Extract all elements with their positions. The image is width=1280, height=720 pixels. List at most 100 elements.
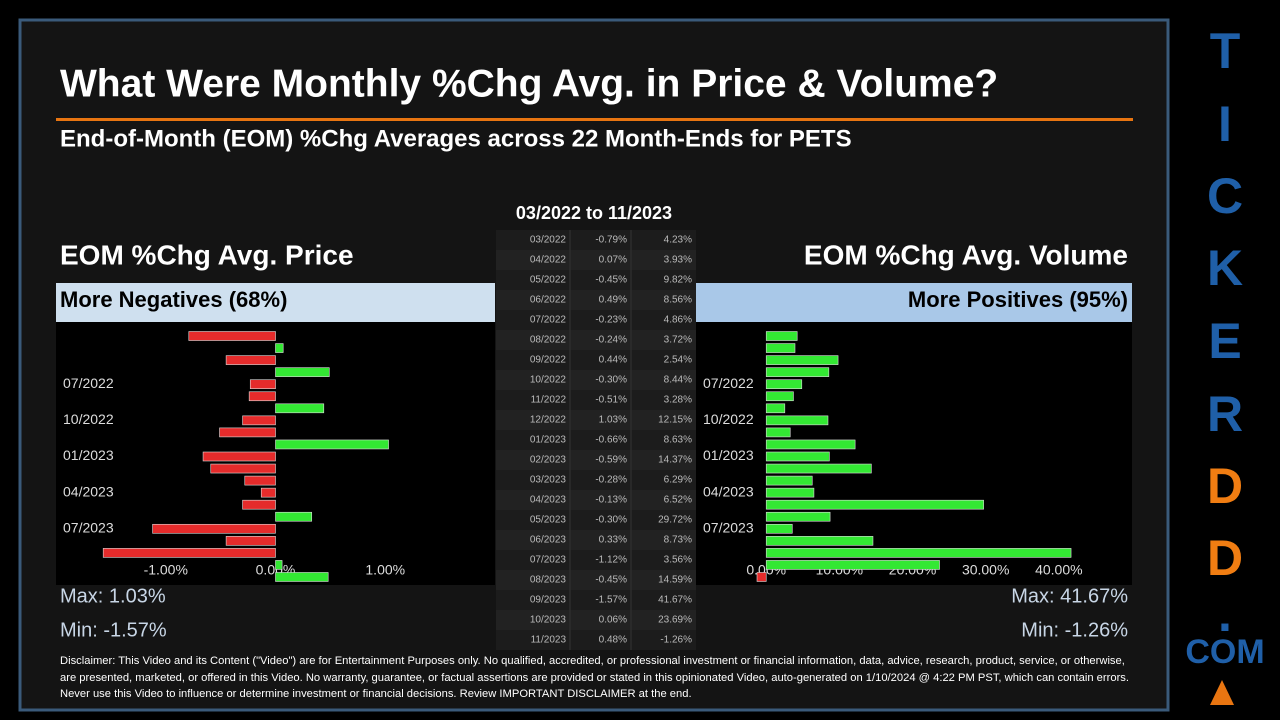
table-row-bg [496, 450, 696, 470]
table-row-bg [496, 490, 696, 510]
table-cell: 05/2023 [530, 515, 567, 526]
table-row-bg [496, 290, 696, 310]
bar [242, 499, 276, 510]
x-tick-label: 1.00% [365, 562, 405, 578]
y-tick-label: 07/2022 [703, 375, 754, 391]
max-label: Max: 41.67% [1011, 585, 1128, 607]
table-row-bg [496, 370, 696, 390]
min-label: Min: -1.57% [60, 619, 167, 641]
bar [765, 391, 794, 402]
max-label: Max: 1.03% [60, 585, 166, 607]
bar [225, 355, 276, 365]
table-cell: 0.44% [599, 355, 627, 366]
table-cell: 4.23% [664, 235, 692, 246]
bar [765, 439, 856, 450]
x-tick-label: -1.00% [144, 562, 188, 578]
y-tick-label: 10/2022 [703, 411, 754, 427]
y-tick-label: 01/2023 [63, 447, 114, 463]
bar [275, 572, 329, 582]
bar [765, 523, 793, 534]
bar [210, 463, 276, 474]
bar [756, 572, 767, 582]
bar [765, 343, 796, 353]
table-row-bg [496, 570, 696, 590]
min-label: Min: -1.26% [1021, 619, 1128, 641]
bar [242, 415, 276, 426]
table-cell: -0.51% [595, 395, 627, 406]
table-cell: 0.07% [599, 255, 627, 266]
bar [275, 439, 389, 450]
table-cell: 04/2022 [530, 255, 567, 266]
table-cell: 10/2023 [530, 615, 567, 626]
table-cell: 41.67% [658, 595, 692, 606]
table-cell: -0.45% [595, 575, 627, 586]
bar [765, 463, 872, 474]
table-cell: 3.28% [664, 395, 692, 406]
bar [765, 331, 798, 341]
table-cell: -0.13% [595, 495, 627, 506]
disclaimer: Disclaimer: This Video and its Content (… [60, 655, 1129, 700]
bar [765, 560, 940, 570]
brand-letter: T [1210, 23, 1241, 79]
table-cell: -0.79% [595, 235, 627, 246]
bar [765, 536, 874, 546]
table-row-bg [496, 530, 696, 550]
table-cell: 6.52% [664, 495, 692, 506]
table-cell: -0.30% [595, 515, 627, 526]
bar [188, 331, 276, 341]
bar [765, 499, 984, 510]
table-cell: 14.59% [658, 575, 692, 586]
brand-letter: I [1218, 96, 1232, 152]
table-cell: 06/2022 [530, 295, 567, 306]
brand-letter: K [1207, 240, 1243, 296]
bar [152, 523, 276, 534]
bar [765, 403, 786, 414]
bar [765, 475, 813, 486]
bar [275, 403, 325, 414]
bar [765, 548, 1072, 558]
table-cell: -1.12% [595, 555, 627, 566]
logo-icon [1210, 680, 1234, 705]
y-tick-label: 07/2023 [703, 519, 754, 535]
table-cell: 0.06% [599, 615, 627, 626]
brand-letter: R [1207, 386, 1243, 442]
brand-letter: E [1208, 313, 1241, 369]
table-cell: 1.03% [599, 415, 627, 426]
y-tick-label: 10/2022 [63, 411, 114, 427]
bar [765, 379, 803, 390]
table-row-bg [496, 250, 696, 270]
bar [765, 427, 791, 438]
table-cell: 07/2023 [530, 555, 567, 566]
bar [275, 511, 313, 522]
table-cell: 8.73% [664, 535, 692, 546]
table-cell: 8.56% [664, 295, 692, 306]
table-cell: -0.66% [595, 435, 627, 446]
brand-letter: D [1207, 458, 1243, 514]
bar [765, 511, 831, 522]
bar [249, 379, 276, 390]
chart-subtitle: More Negatives (68%) [60, 287, 287, 312]
bar [765, 415, 829, 426]
table-cell: 06/2023 [530, 535, 567, 546]
bar [765, 355, 839, 365]
table-cell: 3.72% [664, 335, 692, 346]
brand-letter: COM [1185, 633, 1264, 671]
bar [275, 560, 283, 570]
bar [275, 367, 330, 377]
y-tick-label: 04/2023 [703, 483, 754, 499]
table-cell: 8.63% [664, 435, 692, 446]
bar [765, 487, 815, 498]
chart-title: EOM %Chg Avg. Volume [804, 239, 1128, 270]
table-cell: 0.49% [599, 295, 627, 306]
table-cell: 12/2022 [530, 415, 567, 426]
y-tick-label: 01/2023 [703, 447, 754, 463]
bar [765, 451, 830, 462]
subtitle: End-of-Month (EOM) %Chg Averages across … [60, 125, 852, 152]
table-cell: 08/2023 [530, 575, 567, 586]
table-cell: 0.33% [599, 535, 627, 546]
table-cell: 04/2023 [530, 495, 567, 506]
table-row-bg [496, 610, 696, 630]
table-cell: 01/2023 [530, 435, 567, 446]
